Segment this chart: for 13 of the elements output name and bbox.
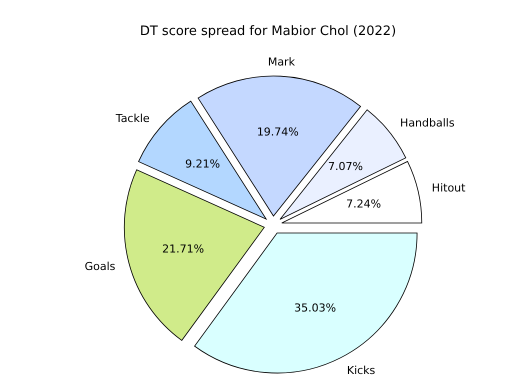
slice-label: Goals [84,260,116,274]
chart-title: DT score spread for Mabior Chol (2022) [138,24,398,39]
slice-label: Kicks [346,364,376,377]
slice-label: Tackle [114,112,150,125]
data-label: 35.03% [294,301,336,314]
data-label: 9.21% [185,158,220,171]
data-label: 7.24% [346,198,382,211]
slice-label: Mark [268,56,296,69]
data-label: 19.74% [256,126,299,139]
data-label: 21.71% [162,242,204,256]
slice-label: Handballs [400,116,455,130]
slice-label: Hitout [432,182,466,195]
data-label: 7.07% [328,160,363,174]
